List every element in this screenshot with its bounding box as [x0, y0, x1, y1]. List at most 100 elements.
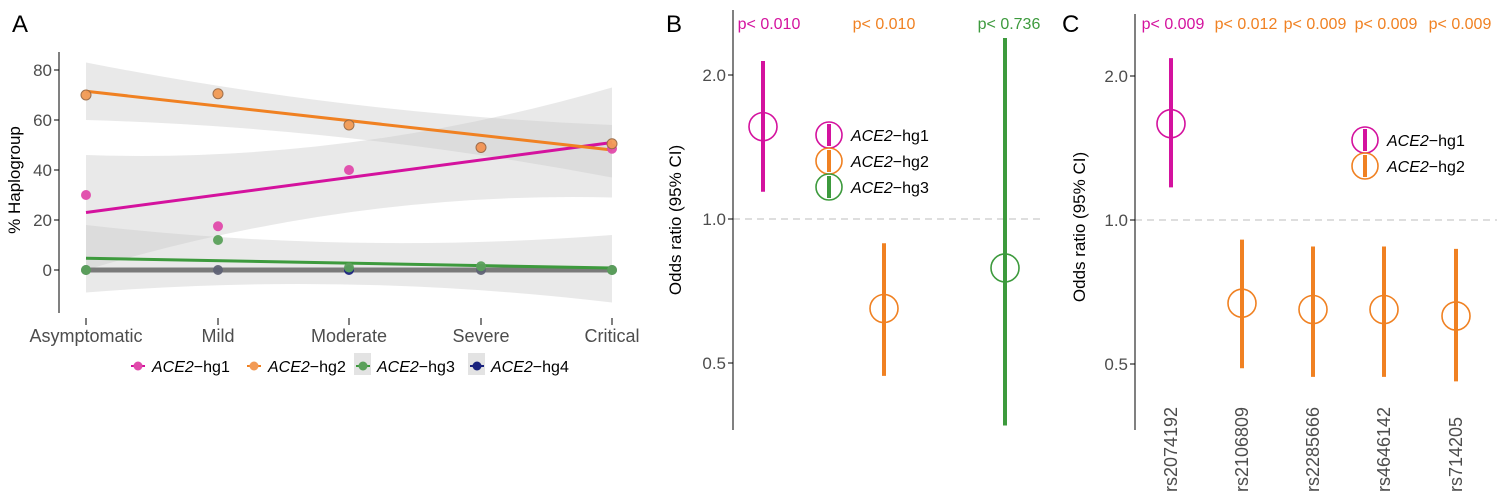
- legend-haplogroup-suffix: −hg3: [419, 359, 455, 376]
- panel-a-y-ticks: 0 20 40 60 80: [33, 61, 59, 280]
- odds-ratio-marker: [869, 293, 899, 324]
- legend-gene-name: ACE2: [490, 359, 533, 376]
- data-point-hg3: [81, 265, 91, 275]
- panel-c-forest: 0.5 1.0 2.0 Odds ratio (95% CI) p< 0.009 p<…: [1070, 14, 1497, 492]
- panel-c-marks: [1156, 58, 1471, 382]
- y-tick-label: 0.5: [702, 354, 726, 373]
- legend-label-hg2: ACE2−hg2: [1386, 159, 1465, 176]
- legend-key-point-hg1: [133, 361, 143, 371]
- panel-b-y-ticks: 0.5 1.0 2.0: [702, 66, 733, 373]
- legend-gene-name: ACE2: [376, 359, 419, 376]
- panel-c-letter: C: [1062, 11, 1079, 38]
- data-point-hg1: [344, 165, 354, 175]
- y-tick-label: 40: [33, 161, 52, 180]
- legend-label-hg4: ACE2−hg4: [490, 359, 569, 376]
- panel-b-p-values: p< 0.010 p< 0.010 p< 0.736: [738, 16, 1041, 33]
- legend-key-point-hg4: [472, 361, 482, 371]
- y-tick-label: 0: [43, 261, 52, 280]
- p-value-label: p< 0.009: [1142, 16, 1205, 33]
- odds-ratio-marker: [1298, 294, 1328, 325]
- p-value-label: p< 0.009: [1429, 16, 1492, 33]
- panel-b-letter: B: [666, 11, 682, 38]
- legend-key-point-hg3: [358, 361, 368, 371]
- data-point-hg1: [213, 221, 223, 232]
- panel-b-marks: [748, 37, 1020, 426]
- y-tick-label: 60: [33, 111, 52, 130]
- data-point-hg3: [476, 261, 486, 272]
- panel-a-scatter: 0 20 40 60 80 Asymptomatic Mild Moderate Severe…: [5, 52, 640, 376]
- legend-label-hg1: ACE2−hg1: [151, 359, 230, 376]
- legend-label-hg1: ACE2−hg1: [1386, 133, 1465, 150]
- panel-c-x-labels: rs2074192 rs2106809 rs2285666 rs4646142 rs71…: [1161, 407, 1466, 492]
- legend-gene-name: ACE2: [1386, 159, 1429, 176]
- p-value-label: p< 0.736: [978, 16, 1041, 33]
- panel-b-forest: 0.51.02.0 Odds ratio (95% CI) p< 0.010 p<…: [666, 10, 1040, 430]
- data-point-hg4: [213, 265, 223, 275]
- data-point-hg1: [81, 190, 91, 200]
- legend-haplogroup-suffix: −hg4: [533, 359, 569, 376]
- legend-key-circle-hg2: [1351, 152, 1379, 180]
- y-tick-label: 20: [33, 211, 52, 230]
- y-tick-label: 1.0: [702, 210, 726, 229]
- data-point-hg2: [606, 138, 618, 150]
- panel-a-points: [80, 88, 618, 275]
- legend-haplogroup-suffix: −hg2: [893, 154, 929, 171]
- legend-gene-name: ACE2: [850, 154, 893, 171]
- panel-a-x-ticks: Asymptomatic Mild Moderate Severe Critical: [29, 318, 640, 346]
- fit-line-hg1: [85, 141, 613, 214]
- panel-c-y-ticks: 0.5 1.0 2.0: [1104, 67, 1135, 374]
- odds-ratio-marker: [1227, 288, 1257, 318]
- legend-haplogroup-suffix: −hg1: [893, 128, 929, 145]
- panel-c-y-axis-title: Odds ratio (95% CI): [1070, 152, 1089, 302]
- x-tick-label: Moderate: [311, 326, 387, 346]
- data-point-hg3: [213, 235, 223, 245]
- y-tick-label: 2.0: [702, 66, 726, 85]
- data-point-hg2: [475, 142, 487, 153]
- data-point-hg3: [607, 265, 617, 275]
- x-tick-label: Critical: [584, 326, 639, 346]
- y-tick-label: 2.0: [1104, 67, 1128, 86]
- panel-a-legend: ACE2−hg1 ACE2−hg2 ACE2−hg3 ACE2−hg4: [131, 353, 569, 376]
- p-value-label: p< 0.010: [853, 16, 916, 33]
- x-tick-label: rs2074192: [1161, 407, 1181, 492]
- legend-label-hg2: ACE2−hg2: [850, 154, 929, 171]
- data-point-hg2: [80, 89, 92, 101]
- legend-gene-name: ACE2: [1386, 133, 1429, 150]
- legend-gene-name: ACE2: [267, 359, 310, 376]
- panel-b-y-axis-title: Odds ratio (95% CI): [666, 145, 685, 295]
- legend-label-hg2: ACE2−hg2: [267, 359, 346, 376]
- odds-ratio-marker: [1441, 301, 1471, 331]
- legend-label-hg3: ACE2−hg3: [376, 359, 455, 376]
- p-value-label: p< 0.009: [1355, 16, 1418, 33]
- x-tick-label: rs2106809: [1232, 407, 1252, 492]
- x-tick-label: rs714205: [1446, 417, 1466, 492]
- legend-gene-name: ACE2: [850, 128, 893, 145]
- x-tick-label: Asymptomatic: [29, 326, 142, 346]
- odds-ratio-marker: [1369, 294, 1399, 325]
- legend-haplogroup-suffix: −hg2: [1429, 159, 1465, 176]
- legend-label-hg3: ACE2−hg3: [850, 180, 929, 197]
- p-value-label: p< 0.009: [1284, 16, 1347, 33]
- data-point-hg2: [343, 119, 355, 131]
- legend-gene-name: ACE2: [850, 180, 893, 197]
- y-tick-label: 1.0: [1104, 211, 1128, 230]
- data-point-hg3: [344, 262, 354, 273]
- legend-haplogroup-suffix: −hg1: [194, 359, 230, 376]
- legend-haplogroup-suffix: −hg1: [1429, 133, 1465, 150]
- legend-gene-name: ACE2: [151, 359, 194, 376]
- panel-c-p-values: p< 0.009 p< 0.012 p< 0.009 p< 0.009 p< 0.009: [1142, 16, 1492, 33]
- odds-ratio-marker: [990, 253, 1020, 283]
- legend-key-circle-hg3: [815, 173, 843, 201]
- panel-a-letter: A: [12, 11, 28, 38]
- data-point-hg2: [212, 88, 224, 100]
- legend-label-hg1: ACE2−hg1: [850, 128, 929, 145]
- p-value-label: p< 0.010: [738, 16, 801, 33]
- legend-haplogroup-suffix: −hg2: [310, 359, 346, 376]
- legend-key-point-hg2: [249, 361, 259, 371]
- x-tick-label: rs2285666: [1303, 407, 1323, 492]
- x-tick-label: Severe: [452, 326, 509, 346]
- y-tick-label: 0.5: [1104, 355, 1128, 374]
